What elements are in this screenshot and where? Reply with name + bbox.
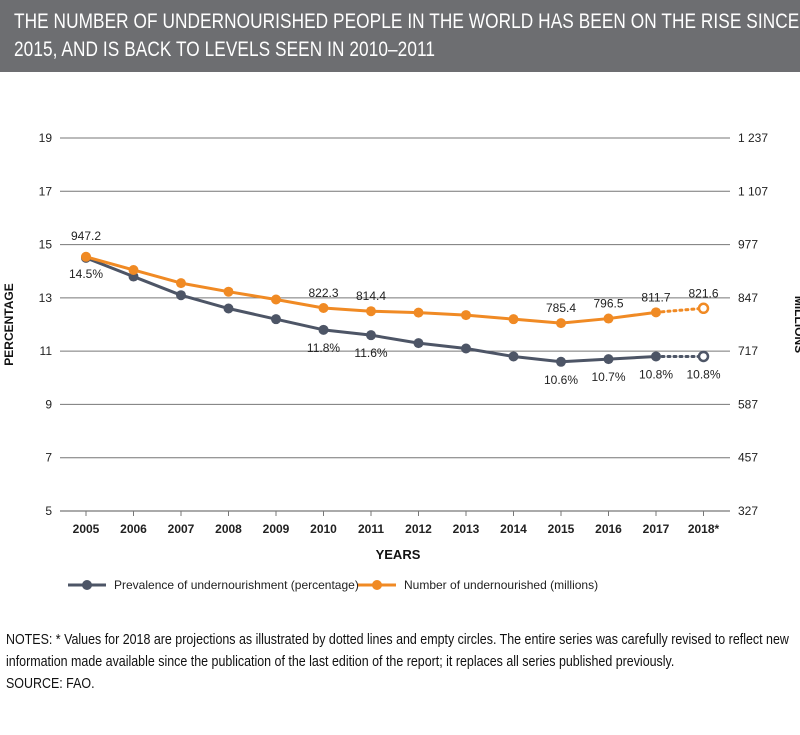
series-projection-1: [654, 306, 705, 314]
y-right-tick-label: 327: [738, 504, 758, 518]
y-right-tick-label: 457: [738, 451, 758, 465]
data-label: 10.8%: [686, 367, 720, 381]
chart-data-labels: 14.5% 11.8% 11.6% 10.6% 10.7% 10.8% 10.8% 947.2…: [69, 229, 721, 387]
data-label: 10.7%: [591, 370, 625, 384]
x-tick-label: 2007: [168, 522, 195, 536]
x-tick-label: 2008: [215, 522, 242, 536]
y-right-tick-label: 1 237: [738, 131, 768, 145]
data-point: [271, 294, 281, 305]
data-point: [556, 356, 566, 367]
y-right-axis-title: MILLIONS: [792, 296, 800, 353]
chart-title-line-1: THE NUMBER OF UNDERNOURISHED PEOPLE IN T…: [14, 10, 800, 33]
chart-title-line-2: 2015, AND IS BACK TO LEVELS SEEN IN 2010…: [14, 38, 436, 61]
data-label: 796.5: [593, 297, 623, 311]
data-point: [223, 286, 234, 297]
y-left-tick-label: 11: [40, 344, 53, 358]
legend-label-0: Prevalence of undernourishment (percenta…: [114, 578, 359, 592]
legend-marker-0: [82, 580, 92, 590]
data-point: [556, 318, 566, 329]
x-tick-label: 2005: [73, 522, 100, 536]
notes-section: NOTES: * Values for 2018 are projections…: [6, 629, 796, 695]
data-point-projected: [697, 302, 710, 315]
data-label: 821.6: [688, 286, 718, 300]
data-label: 14.5%: [69, 267, 103, 281]
x-tick-label: 2009: [263, 522, 290, 536]
data-label: 11.6%: [354, 346, 387, 360]
line-chart: 19 1 237 17 1 107 15 977 13 847 11 717 9 587 7 457 5 32…: [2, 131, 800, 592]
data-label: 10.8%: [639, 367, 673, 381]
y-left-tick-label: 17: [39, 184, 53, 198]
data-point: [318, 324, 329, 335]
data-point: [413, 307, 424, 318]
y-left-tick-label: 19: [39, 131, 53, 145]
data-point: [651, 351, 661, 362]
x-tick-label: 2015: [548, 522, 575, 536]
data-label: 811.7: [641, 290, 670, 304]
y-right-tick-label: 847: [738, 291, 758, 305]
data-point: [603, 313, 614, 324]
x-tick-label: 2006: [120, 522, 147, 536]
chart-legend: Prevalence of undernourishment (percenta…: [68, 578, 598, 592]
chart-title-banner: THE NUMBER OF UNDERNOURISHED PEOPLE IN T…: [0, 0, 800, 72]
data-point-projected: [697, 350, 710, 363]
y-right-tick-label: 717: [738, 344, 758, 358]
x-tick-label: 2016: [595, 522, 622, 536]
data-point: [603, 354, 614, 365]
legend-marker-1: [372, 580, 382, 590]
data-point: [366, 306, 376, 317]
data-point: [508, 314, 519, 325]
notes-text: NOTES: * Values for 2018 are projections…: [6, 631, 789, 670]
y-left-tick-label: 9: [45, 397, 52, 411]
data-point: [128, 264, 139, 275]
x-tick-label: 2014: [500, 522, 527, 536]
legend-label-1: Number of undernourished (millions): [404, 578, 598, 592]
y-right-tick-label: 1 107: [738, 184, 768, 198]
x-tick-label: 2018*: [688, 522, 720, 536]
data-point: [176, 278, 186, 289]
data-label: 785.4: [546, 301, 576, 315]
x-tick-label: 2010: [310, 522, 337, 536]
chart-axes: 19 1 237 17 1 107 15 977 13 847 11 717 9 587 7 457 5 32…: [2, 131, 800, 562]
source-text: SOURCE: FAO.: [6, 675, 95, 692]
data-label: 947.2: [71, 229, 101, 243]
data-point: [508, 351, 519, 362]
data-point: [318, 302, 329, 313]
data-point: [223, 303, 234, 314]
y-right-tick-label: 977: [738, 238, 758, 252]
y-left-tick-label: 15: [39, 238, 53, 252]
y-right-tick-label: 587: [738, 397, 758, 411]
data-point: [461, 343, 471, 354]
y-left-tick-label: 5: [45, 504, 52, 518]
x-tick-label: 2017: [643, 522, 670, 536]
chart-series: [81, 251, 710, 367]
x-tick-label: 2011: [358, 522, 384, 536]
data-point: [271, 314, 281, 325]
data-point: [461, 310, 471, 321]
data-point: [366, 330, 376, 341]
data-label: 814.4: [356, 289, 386, 303]
y-left-axis-title: PERCENTAGE: [2, 283, 16, 365]
x-axis-title: YEARS: [376, 547, 421, 562]
x-tick-label: 2013: [453, 522, 480, 536]
y-left-tick-label: 7: [45, 451, 52, 465]
x-tick-label: 2012: [405, 522, 432, 536]
data-point: [81, 251, 91, 262]
data-label: 11.8%: [307, 341, 340, 355]
y-left-tick-label: 13: [39, 291, 53, 305]
data-point: [651, 307, 661, 318]
data-point: [413, 338, 424, 349]
data-label: 822.3: [308, 286, 338, 300]
data-label: 10.6%: [544, 373, 578, 387]
data-point: [176, 290, 186, 301]
